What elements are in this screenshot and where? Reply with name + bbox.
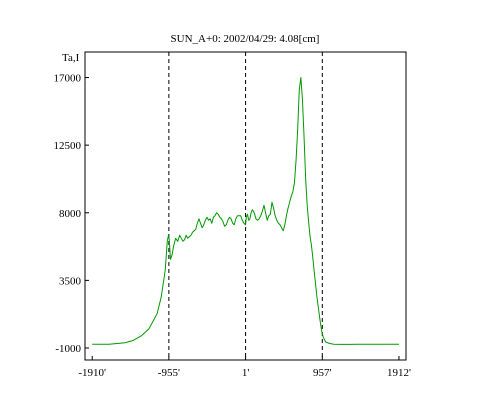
series-line-0 (92, 77, 399, 345)
y-tick-label-1: 3500 (59, 275, 82, 287)
series-group (92, 77, 399, 345)
x-axis: -1910' -955' 1' 957' 1912' (78, 356, 411, 379)
x-tick-label-3: 957' (313, 367, 332, 379)
y-tick-label-2: 8000 (59, 208, 82, 220)
chart-title: SUN_A+0: 2002/04/29: 4.08[cm] (171, 33, 320, 45)
y-axis: -1000 3500 8000 12500 17000 (54, 73, 89, 355)
x-tick-label-4: 1912' (387, 367, 411, 379)
y-tick-label-3: 12500 (54, 140, 82, 152)
reference-lines (168, 52, 323, 360)
y-tick-label-0: -1000 (55, 343, 81, 355)
x-tick-label-2: 1' (242, 367, 250, 379)
y-tick-label-4: 17000 (54, 73, 82, 85)
x-tick-label-1: -955' (158, 367, 180, 379)
y-axis-label: Ta,I (62, 52, 80, 64)
x-tick-label-0: -1910' (78, 367, 106, 379)
